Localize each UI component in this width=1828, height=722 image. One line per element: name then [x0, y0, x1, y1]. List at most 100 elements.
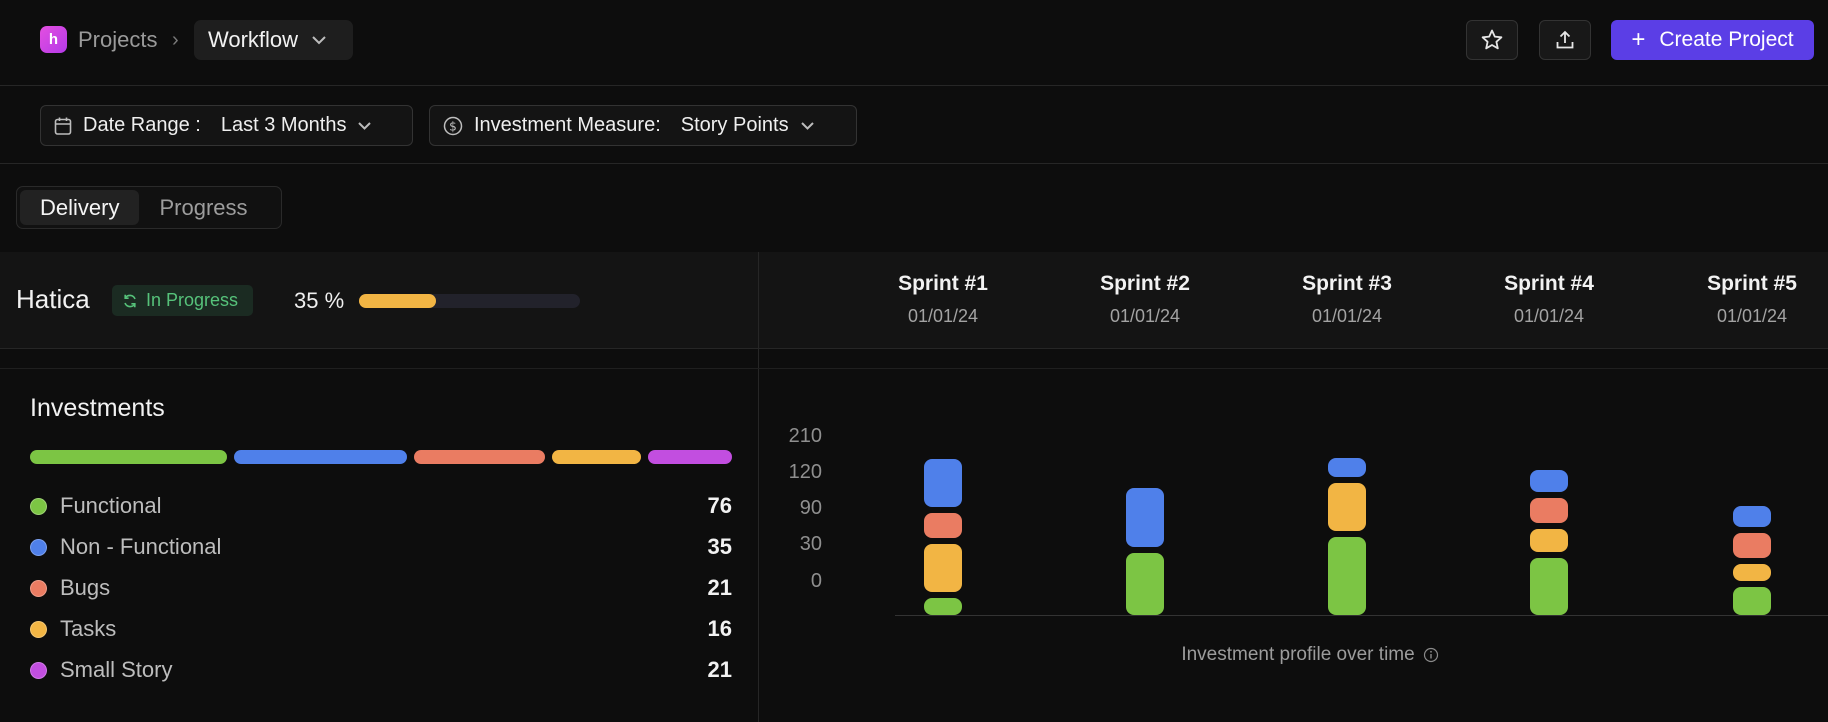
plus-icon: + — [1631, 26, 1646, 53]
bar-segment-non-functional[interactable] — [924, 459, 962, 507]
progress-percent: 35 % — [294, 288, 345, 313]
legend-item-non-functional: Non - Functional 35 — [30, 532, 732, 562]
sprint-header-5: Sprint #5 01/01/24 — [1682, 272, 1822, 327]
legend-value: 35 — [707, 534, 732, 559]
svg-text:$: $ — [449, 119, 457, 133]
investment-measure-filter[interactable]: $ Investment Measure: Story Points — [429, 105, 857, 146]
legend-label: Tasks — [60, 616, 117, 641]
status-badge: In Progress — [112, 285, 253, 316]
chart-baseline — [895, 615, 1828, 616]
sprint-name: Sprint #3 — [1302, 272, 1392, 295]
status-badge-label: In Progress — [146, 290, 239, 310]
legend-item-tasks: Tasks 16 — [30, 614, 732, 644]
legend-value: 16 — [707, 616, 732, 641]
legend-value: 76 — [707, 493, 732, 518]
upload-icon — [1556, 30, 1574, 49]
legend-label: Small Story — [60, 657, 173, 682]
breadcrumb-projects[interactable]: Projects — [78, 27, 158, 52]
chart-caption: Investment profile over time — [1110, 644, 1510, 666]
legend-item-small-story: Small Story 21 — [30, 655, 732, 685]
bar-segment-functional[interactable] — [924, 598, 962, 615]
top-header: h Projects › Workflow + Create Project — [0, 0, 1828, 86]
sprint-header-4: Sprint #4 01/01/24 — [1479, 272, 1619, 327]
sprint-date: 01/01/24 — [1109, 306, 1181, 326]
y-tick-label: 30 — [799, 533, 822, 555]
app-logo-icon[interactable]: h — [40, 26, 67, 53]
calendar-icon — [54, 117, 72, 135]
export-button[interactable] — [1539, 20, 1591, 60]
progress-bar — [359, 294, 580, 308]
favorite-button[interactable] — [1466, 20, 1518, 60]
sprint-header-1: Sprint #1 01/01/24 — [873, 272, 1013, 327]
project-name: Hatica — [16, 284, 90, 314]
sprint-header-3: Sprint #3 01/01/24 — [1277, 272, 1417, 327]
legend-label: Non - Functional — [60, 534, 222, 559]
legend-value: 21 — [707, 575, 732, 600]
y-tick-label: 0 — [810, 570, 822, 592]
bar-segment-tasks[interactable] — [1328, 483, 1366, 531]
bar-segment-functional[interactable] — [1530, 558, 1568, 615]
chevron-down-icon — [312, 32, 326, 48]
chevron-down-icon — [800, 118, 814, 133]
legend-dot-icon — [30, 538, 47, 556]
dollar-circle-icon: $ — [443, 116, 463, 135]
bar-segment-bugs[interactable] — [924, 513, 962, 538]
legend-label: Bugs — [60, 575, 111, 600]
sprint-name: Sprint #4 — [1504, 272, 1594, 295]
sprint-date: 01/01/24 — [1716, 306, 1788, 326]
investment-bar-non-functional — [234, 450, 407, 464]
bar-segment-non-functional[interactable] — [1328, 458, 1366, 477]
star-icon — [1481, 29, 1503, 50]
date-range-label: Date Range : — [83, 114, 201, 136]
section-divider — [0, 368, 1828, 369]
create-project-label: Create Project — [1659, 28, 1794, 51]
bar-segment-non-functional[interactable] — [1126, 488, 1164, 547]
bar-segment-tasks[interactable] — [924, 544, 962, 592]
create-project-button[interactable]: + Create Project — [1611, 20, 1814, 60]
legend-dot-icon — [30, 620, 47, 638]
investments-title: Investments — [30, 394, 165, 422]
legend-item-bugs: Bugs 21 — [30, 573, 732, 603]
legend-dot-icon — [30, 497, 47, 515]
tab-progress[interactable]: Progress — [159, 195, 248, 220]
bar-segment-bugs[interactable] — [1733, 533, 1771, 558]
y-tick-label: 210 — [788, 425, 822, 447]
date-range-value: Last 3 Months — [220, 114, 347, 136]
bar-segment-functional[interactable] — [1328, 537, 1366, 615]
sprint-date: 01/01/24 — [907, 306, 979, 326]
chart-caption-text: Investment profile over time — [1181, 644, 1415, 665]
tab-delivery[interactable]: Delivery — [20, 190, 140, 225]
legend-value: 21 — [707, 657, 732, 682]
breadcrumb-chevron-icon: › — [172, 29, 179, 51]
legend-dot-icon — [30, 579, 47, 597]
sprint-name: Sprint #5 — [1707, 272, 1797, 295]
workflow-dropdown[interactable]: Workflow — [194, 20, 353, 60]
sprint-date: 01/01/24 — [1513, 306, 1585, 326]
y-tick-label: 120 — [788, 461, 822, 483]
column-divider — [758, 252, 759, 722]
bar-segment-functional[interactable] — [1733, 587, 1771, 615]
bar-segment-tasks[interactable] — [1733, 564, 1771, 581]
filter-bar: Date Range : Last 3 Months $ Investment … — [0, 86, 1828, 164]
chevron-down-icon — [358, 118, 372, 133]
bar-segment-non-functional[interactable] — [1530, 470, 1568, 492]
legend-item-functional: Functional 76 — [30, 491, 732, 521]
sprint-name: Sprint #1 — [898, 272, 988, 295]
investment-bar-tasks — [552, 450, 641, 464]
legend-label: Functional — [60, 493, 162, 518]
project-row: Hatica In Progress 35 % — [0, 252, 1828, 349]
investment-bar-small-story — [648, 450, 732, 464]
bar-segment-functional[interactable] — [1126, 553, 1164, 615]
bar-segment-bugs[interactable] — [1530, 498, 1568, 523]
y-tick-label: 90 — [799, 497, 822, 519]
sprint-name: Sprint #2 — [1100, 272, 1190, 295]
investment-measure-label: Investment Measure: — [474, 114, 661, 136]
workflow-dropdown-label: Workflow — [208, 27, 299, 52]
info-icon[interactable] — [1423, 647, 1439, 663]
view-tabs: Delivery Progress — [16, 186, 282, 229]
investment-bar-bugs — [414, 450, 545, 464]
date-range-filter[interactable]: Date Range : Last 3 Months — [40, 105, 413, 146]
bar-segment-non-functional[interactable] — [1733, 506, 1771, 527]
refresh-icon — [124, 294, 136, 307]
bar-segment-tasks[interactable] — [1530, 529, 1568, 552]
